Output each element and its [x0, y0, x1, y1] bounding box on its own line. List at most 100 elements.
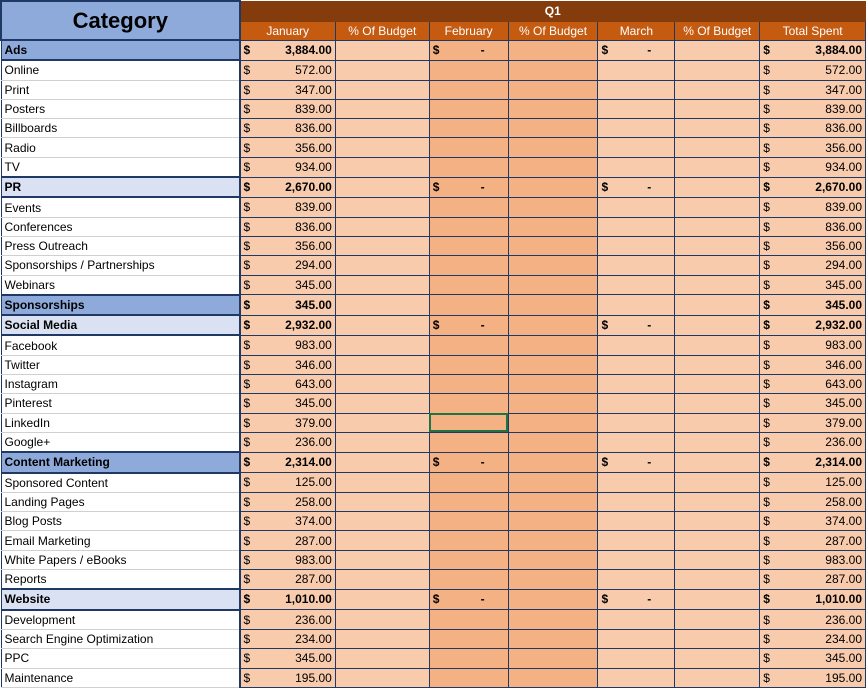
march-cell[interactable]: [597, 393, 676, 414]
mar-budget-pct-cell[interactable]: [674, 648, 761, 669]
march-cell[interactable]: $ -: [597, 314, 676, 336]
mar-budget-pct-cell[interactable]: [674, 98, 761, 120]
march-cell[interactable]: [597, 294, 676, 316]
march-cell[interactable]: $ -: [597, 588, 676, 611]
mar-budget-pct-cell[interactable]: [674, 491, 761, 513]
february-cell[interactable]: [428, 609, 509, 630]
march-cell[interactable]: [597, 472, 676, 493]
mar-budget-pct-cell[interactable]: [674, 472, 761, 493]
total-spent-cell[interactable]: $236.00: [759, 609, 866, 630]
february-cell[interactable]: [428, 216, 509, 237]
feb-budget-pct-cell[interactable]: [507, 156, 599, 178]
january-cell[interactable]: $2,932.00: [239, 314, 336, 336]
january-cell[interactable]: $934.00: [239, 156, 336, 178]
january-cell[interactable]: $356.00: [239, 235, 336, 257]
jan-budget-pct-cell[interactable]: [334, 137, 430, 158]
jan-budget-pct-cell[interactable]: [334, 196, 430, 218]
jan-budget-pct-cell[interactable]: [334, 609, 430, 630]
feb-budget-pct-cell[interactable]: [507, 39, 599, 61]
february-cell[interactable]: [428, 196, 509, 218]
february-cell[interactable]: [428, 59, 509, 81]
column-header[interactable]: % Of Budget: [674, 20, 761, 41]
february-cell[interactable]: [428, 530, 509, 551]
jan-budget-pct-cell[interactable]: [334, 216, 430, 237]
march-cell[interactable]: [597, 511, 676, 532]
quarter-header[interactable]: Q1: [239, 0, 866, 22]
march-cell[interactable]: $ -: [597, 39, 676, 61]
total-spent-cell[interactable]: $836.00: [759, 216, 866, 237]
january-cell[interactable]: $287.00: [239, 530, 336, 551]
total-spent-cell[interactable]: $572.00: [759, 59, 866, 81]
category-cell[interactable]: Conferences: [0, 216, 241, 237]
march-cell[interactable]: [597, 412, 676, 433]
mar-budget-pct-cell[interactable]: [674, 255, 761, 276]
total-spent-cell[interactable]: $258.00: [759, 491, 866, 513]
column-header[interactable]: % Of Budget: [334, 20, 430, 41]
feb-budget-pct-cell[interactable]: [507, 511, 599, 532]
march-cell[interactable]: [597, 216, 676, 237]
january-cell[interactable]: $345.00: [239, 648, 336, 669]
category-cell[interactable]: Online: [0, 59, 241, 81]
february-cell[interactable]: [428, 628, 509, 650]
feb-budget-pct-cell[interactable]: [507, 98, 599, 120]
category-cell[interactable]: Sponsored Content: [0, 472, 241, 493]
total-spent-cell[interactable]: $934.00: [759, 156, 866, 178]
january-cell[interactable]: $347.00: [239, 79, 336, 100]
mar-budget-pct-cell[interactable]: [674, 530, 761, 551]
jan-budget-pct-cell[interactable]: [334, 79, 430, 100]
category-cell[interactable]: Email Marketing: [0, 530, 241, 551]
march-cell[interactable]: [597, 274, 676, 296]
february-cell[interactable]: [428, 255, 509, 276]
category-cell[interactable]: Posters: [0, 98, 241, 120]
total-spent-cell[interactable]: $236.00: [759, 431, 866, 453]
total-spent-cell[interactable]: $287.00: [759, 530, 866, 551]
february-cell[interactable]: [428, 648, 509, 669]
january-cell[interactable]: $572.00: [239, 59, 336, 81]
january-cell[interactable]: $125.00: [239, 472, 336, 493]
category-cell[interactable]: Blog Posts: [0, 511, 241, 532]
march-cell[interactable]: [597, 530, 676, 551]
mar-budget-pct-cell[interactable]: [674, 196, 761, 218]
february-cell[interactable]: [428, 98, 509, 120]
february-cell[interactable]: $ -: [428, 39, 509, 61]
jan-budget-pct-cell[interactable]: [334, 255, 430, 276]
category-cell[interactable]: Landing Pages: [0, 491, 241, 513]
category-cell[interactable]: Billboards: [0, 118, 241, 139]
category-cell[interactable]: Website: [0, 588, 241, 611]
category-cell[interactable]: Instagram: [0, 374, 241, 395]
mar-budget-pct-cell[interactable]: [674, 609, 761, 630]
total-spent-cell[interactable]: $839.00: [759, 98, 866, 120]
february-cell[interactable]: [428, 549, 509, 571]
march-cell[interactable]: [597, 354, 676, 376]
feb-budget-pct-cell[interactable]: [507, 79, 599, 100]
category-cell[interactable]: Social Media: [0, 314, 241, 337]
category-cell[interactable]: Radio: [0, 137, 241, 158]
march-cell[interactable]: [597, 255, 676, 276]
column-header[interactable]: % Of Budget: [507, 20, 599, 41]
category-cell[interactable]: Events: [0, 196, 241, 218]
jan-budget-pct-cell[interactable]: [334, 118, 430, 139]
feb-budget-pct-cell[interactable]: [507, 491, 599, 513]
mar-budget-pct-cell[interactable]: [674, 176, 761, 198]
mar-budget-pct-cell[interactable]: [674, 59, 761, 81]
feb-budget-pct-cell[interactable]: [507, 137, 599, 158]
category-cell[interactable]: Pinterest: [0, 393, 241, 414]
jan-budget-pct-cell[interactable]: [334, 235, 430, 257]
category-cell[interactable]: White Papers / eBooks: [0, 549, 241, 571]
march-cell[interactable]: [597, 156, 676, 178]
january-cell[interactable]: $839.00: [239, 98, 336, 120]
march-cell[interactable]: [597, 79, 676, 100]
february-cell[interactable]: [428, 274, 509, 296]
january-cell[interactable]: $345.00: [239, 393, 336, 414]
jan-budget-pct-cell[interactable]: [334, 451, 430, 474]
february-cell[interactable]: $ -: [428, 588, 509, 611]
mar-budget-pct-cell[interactable]: [674, 137, 761, 158]
february-cell[interactable]: [428, 374, 509, 395]
january-cell[interactable]: $983.00: [239, 334, 336, 356]
jan-budget-pct-cell[interactable]: [334, 412, 430, 433]
march-cell[interactable]: $ -: [597, 451, 676, 474]
feb-budget-pct-cell[interactable]: [507, 235, 599, 257]
feb-budget-pct-cell[interactable]: [507, 196, 599, 218]
feb-budget-pct-cell[interactable]: [507, 530, 599, 551]
jan-budget-pct-cell[interactable]: [334, 472, 430, 493]
